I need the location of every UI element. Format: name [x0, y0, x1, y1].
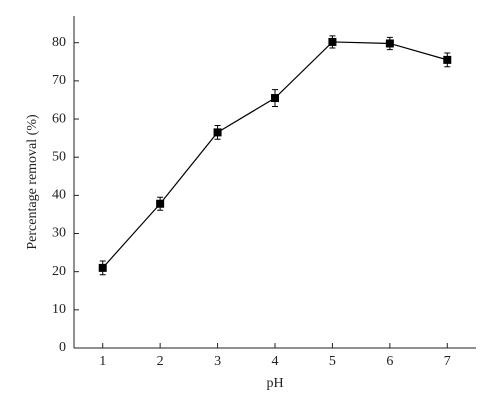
y-tick-label: 40: [52, 188, 66, 203]
x-tick-label: 5: [329, 354, 336, 369]
data-point: [385, 39, 394, 48]
y-tick-label: 30: [52, 226, 66, 241]
y-axis-label: Percentage removal (%): [25, 114, 40, 250]
x-tick-label: 6: [386, 354, 393, 369]
y-tick-label: 0: [59, 340, 66, 355]
x-tick-label: 1: [99, 354, 106, 369]
y-tick-label: 70: [52, 73, 66, 88]
y-tick-label: 10: [52, 302, 66, 317]
y-tick-label: 60: [52, 111, 66, 126]
data-point: [443, 55, 452, 64]
data-point: [156, 199, 165, 208]
y-tick-label: 80: [52, 35, 66, 50]
x-tick-label: 4: [272, 354, 279, 369]
y-tick-label: 50: [52, 149, 66, 164]
data-point: [213, 128, 222, 137]
x-axis-label: pH: [266, 376, 283, 391]
data-line: [102, 41, 448, 269]
x-tick-label: 2: [157, 354, 164, 369]
data-point: [271, 94, 279, 103]
x-tick-label: 3: [214, 354, 221, 369]
data-point: [328, 37, 337, 46]
x-tick-label: 7: [444, 354, 451, 369]
data-point: [98, 263, 107, 272]
y-tick-label: 20: [52, 264, 66, 279]
